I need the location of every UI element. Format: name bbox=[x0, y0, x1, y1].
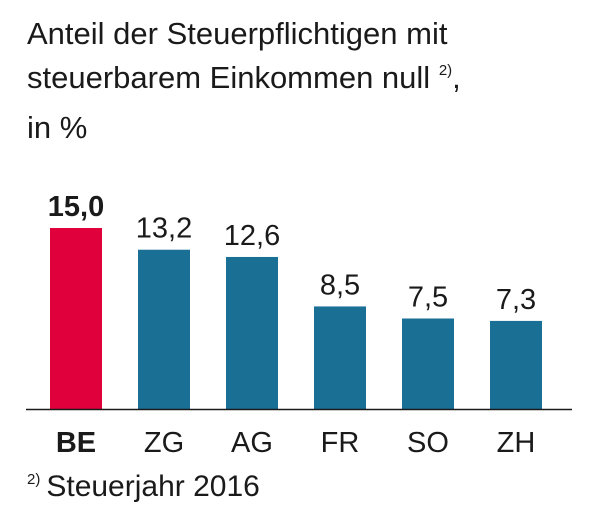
footnote-marker: 2) bbox=[27, 471, 41, 488]
title-footnote-marker: 2) bbox=[438, 62, 453, 79]
chart-title: Anteil der Steuerpflichtigen mit steuerb… bbox=[27, 12, 587, 150]
title-line-3: in % bbox=[27, 110, 88, 145]
category-label-be: BE bbox=[56, 427, 96, 459]
bar-so bbox=[402, 318, 454, 409]
value-label-ag: 12,6 bbox=[224, 220, 280, 252]
footnote: 2) Steuerjahr 2016 bbox=[27, 470, 260, 504]
title-line-2-text: steuerbarem Einkommen null bbox=[27, 60, 431, 95]
value-label-fr: 8,5 bbox=[320, 269, 360, 301]
category-label-zg: ZG bbox=[144, 427, 184, 459]
bar-ag bbox=[226, 256, 278, 409]
footnote-text: Steuerjahr 2016 bbox=[46, 470, 260, 503]
value-label-so: 7,5 bbox=[408, 282, 448, 314]
bar-be bbox=[50, 228, 102, 409]
title-line-1: Anteil der Steuerpflichtigen mit bbox=[27, 16, 448, 51]
category-label-ag: AG bbox=[231, 427, 273, 459]
value-label-be: 15,0 bbox=[48, 191, 104, 223]
bar-zh bbox=[490, 320, 542, 409]
value-label-zg: 13,2 bbox=[136, 213, 192, 245]
value-label-zh: 7,3 bbox=[496, 284, 536, 316]
category-label-fr: FR bbox=[321, 427, 360, 459]
category-label-zh: ZH bbox=[497, 427, 536, 459]
title-line-2: steuerbarem Einkommen null 2), bbox=[27, 56, 587, 106]
bar-fr bbox=[314, 306, 366, 409]
title-comma: , bbox=[452, 60, 461, 95]
bar-zg bbox=[138, 249, 190, 409]
category-label-so: SO bbox=[407, 427, 449, 459]
